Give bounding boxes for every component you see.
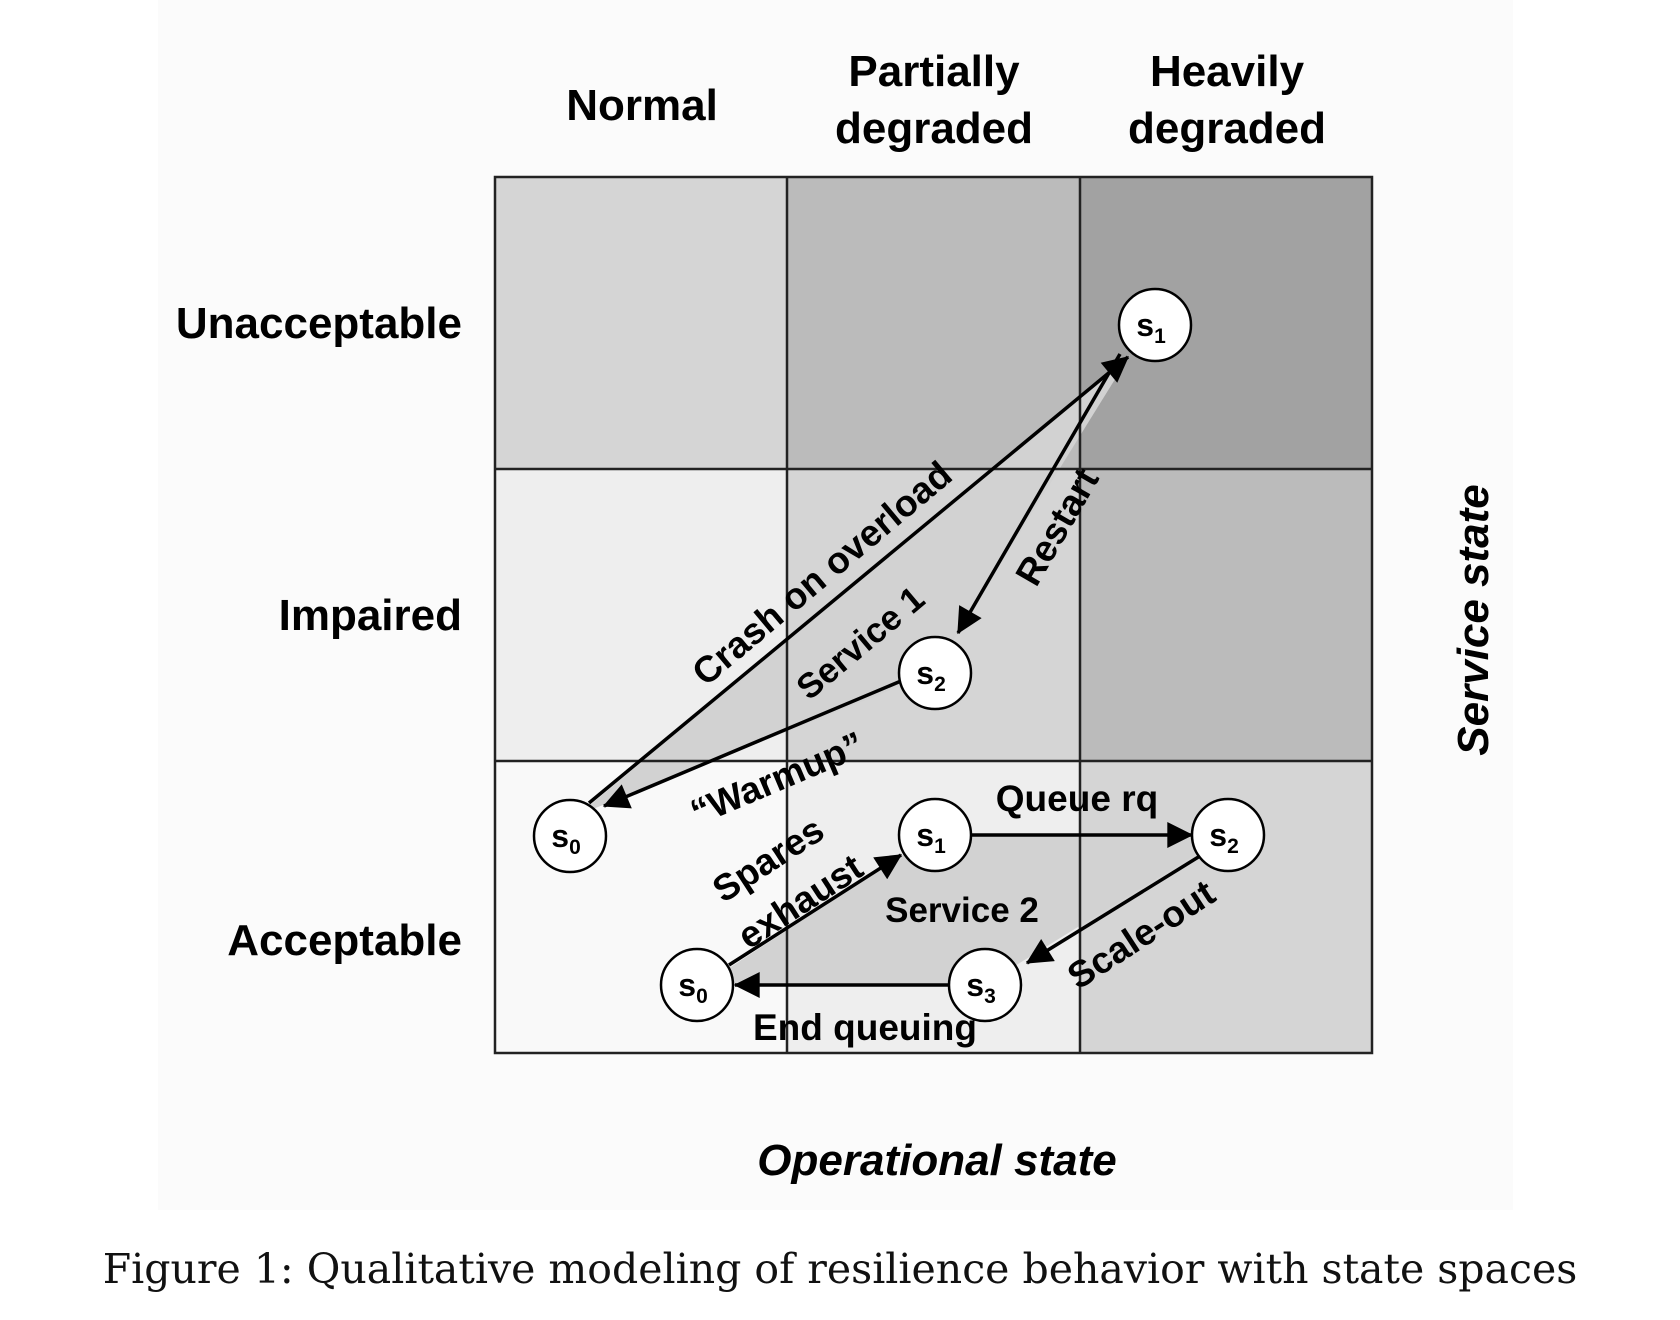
cell-unacceptable-partially-degraded bbox=[787, 177, 1080, 469]
svg-text:s0: s0 bbox=[551, 818, 580, 859]
row-header-unacceptable: Unacceptable bbox=[176, 299, 462, 348]
row-header-acceptable: Acceptable bbox=[227, 916, 462, 965]
svg-text:s1: s1 bbox=[916, 817, 946, 858]
cell-unacceptable-normal bbox=[495, 177, 787, 469]
state-s1-service1: s1 bbox=[1117, 287, 1193, 363]
state-s1-service2: s1 bbox=[897, 797, 973, 873]
arrow-scale-out bbox=[1025, 854, 1201, 965]
service2-region bbox=[703, 835, 1227, 985]
arrow-crash-on-overload bbox=[587, 355, 1130, 805]
state-s0-service2: s0 bbox=[659, 947, 735, 1023]
state-s3-service2: s3 bbox=[947, 947, 1023, 1023]
y-axis-label: Service state bbox=[1449, 484, 1498, 756]
state-nodes: s0 s1 s2 s0 s1 s2 s3 bbox=[532, 287, 1266, 1023]
svg-text:s3: s3 bbox=[966, 967, 995, 1008]
state-s2-service1: s2 bbox=[897, 635, 973, 711]
column-header-partially-line1: Partially bbox=[848, 47, 1020, 96]
x-axis-label: Operational state bbox=[757, 1136, 1116, 1185]
svg-text:s2: s2 bbox=[916, 655, 945, 696]
column-header-heavily-line1: Heavily bbox=[1150, 47, 1305, 96]
state-s2-service2: s2 bbox=[1190, 797, 1266, 873]
arrow-restart bbox=[956, 353, 1122, 635]
state-s0-service1: s0 bbox=[532, 798, 608, 874]
column-header-heavily-line2: degraded bbox=[1128, 104, 1326, 153]
service2-arrows bbox=[728, 822, 1201, 998]
figure-caption: Figure 1: Qualitative modeling of resili… bbox=[102, 1245, 1578, 1293]
label-queue-rq: Queue rq bbox=[996, 778, 1158, 819]
svg-text:s2: s2 bbox=[1209, 817, 1238, 858]
label-end-queuing: End queuing bbox=[753, 1007, 977, 1048]
column-header-partially-line2: degraded bbox=[835, 104, 1033, 153]
svg-text:s0: s0 bbox=[678, 967, 707, 1008]
column-header-normal: Normal bbox=[566, 81, 718, 130]
cell-impaired-heavily-degraded bbox=[1080, 469, 1372, 761]
arrow-spares-exhaust bbox=[728, 853, 903, 967]
arrow-warmup bbox=[602, 679, 902, 809]
svg-text:s1: s1 bbox=[1136, 307, 1166, 348]
label-service-2: Service 2 bbox=[885, 891, 1039, 930]
service1-arrows bbox=[587, 353, 1130, 809]
row-header-impaired: Impaired bbox=[279, 591, 462, 640]
